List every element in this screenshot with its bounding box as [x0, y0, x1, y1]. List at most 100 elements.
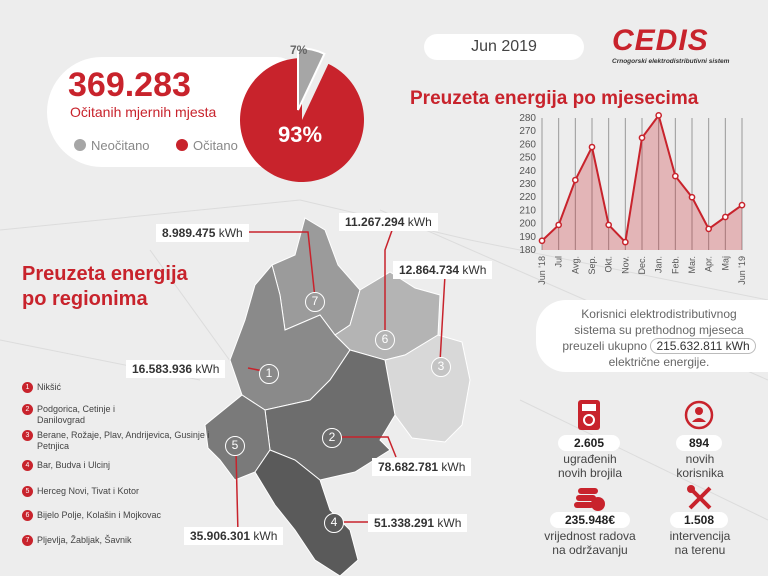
legend-item-3: 3 Berane, Rožaje, Plav, Andrijevica, Gusi…	[22, 430, 212, 452]
regions-title: Preuzeta energija po regionima	[22, 262, 188, 312]
legend-text-6: Bijelo Polje, Kolašin i Mojkovac	[37, 510, 162, 520]
y-tick-label: 250	[519, 153, 536, 164]
stat-users-value: 894	[676, 435, 722, 451]
legend-num-6: 6	[22, 510, 33, 521]
data-point	[605, 221, 613, 229]
region-1-unit: kWh	[195, 362, 220, 376]
region-bubble-2: 2	[322, 428, 342, 448]
region-2-number: 78.682.781	[378, 460, 439, 474]
x-tick-label: Dec.	[637, 256, 647, 275]
region-6-number: 11.267.294	[345, 215, 405, 229]
cedis-logo-tagline: Crnogorski elektrodistributivni sistem	[612, 58, 730, 65]
region-2-value: 78.682.781 kWh	[372, 458, 472, 476]
y-tick-label: 180	[519, 245, 536, 256]
readings-label: Očitanih mjernih mjesta	[70, 104, 217, 120]
legend-unread: Neočitano	[74, 138, 150, 153]
summary-line4: električne energije.	[608, 355, 710, 369]
region-7-value: 8.989.475 kWh	[156, 224, 249, 242]
data-point	[555, 221, 563, 229]
legend-text-5: Herceg Novi, Tivat i Kotor	[37, 486, 140, 496]
x-tick-label: Okt.	[604, 256, 614, 273]
region-7-number: 8.989.475	[162, 226, 216, 240]
region-bubble-3: 3	[431, 357, 451, 377]
region-5-value: 35.906.301 kWh	[184, 527, 284, 545]
region-6-unit: kWh	[407, 215, 432, 229]
monthly-chart-title: Preuzeta energija po mjesecima	[410, 88, 699, 109]
readings-total: 369.283	[68, 66, 191, 104]
x-tick-label: Jul	[554, 256, 564, 268]
data-point	[688, 193, 696, 201]
stat-meters-value: 2.605	[558, 435, 620, 451]
summary-line3-pre: preuzeli ukupno	[562, 339, 648, 353]
legend-text-2: Podgorica, Cetinje i Danilovgrad	[37, 404, 116, 425]
y-tick-label: 280	[519, 113, 536, 124]
region-bubble-4: 4	[324, 513, 344, 533]
stat-maintenance-label1: vrijednost radova	[544, 529, 636, 543]
legend-text-3: Berane, Rožaje, Plav, Andrijevica, Gusin…	[37, 430, 210, 451]
regions-title-line2: po regionima	[22, 288, 148, 310]
legend-num-1: 1	[22, 382, 33, 393]
data-point	[571, 176, 579, 184]
region-bubble-5: 5	[225, 436, 245, 456]
legend-num-4: 4	[22, 460, 33, 471]
period-pill: Jun 2019	[424, 34, 584, 60]
pie-slice-read	[239, 58, 364, 182]
legend-unread-label: Neočitano	[91, 138, 150, 153]
region-bubble-6: 6	[375, 330, 395, 350]
legend-item-2: 2 Podgorica, Cetinje i Danilovgrad	[22, 404, 137, 426]
summary-line2: sistema su prethodnog mjeseca	[574, 323, 744, 337]
region-4-number: 51.338.291	[374, 516, 435, 530]
region-4-value: 51.338.291 kWh	[368, 514, 468, 532]
region-7-unit: kWh	[218, 226, 243, 240]
stat-maintenance-label: vrijednost radova na održavanju	[530, 529, 650, 557]
stat-maintenance-value: 235.948€	[550, 512, 630, 528]
legend-item-5: 5 Herceg Novi, Tivat i Kotor	[22, 486, 227, 497]
y-tick-label: 200	[519, 219, 536, 230]
y-tick-label: 260	[519, 139, 536, 150]
stat-meters-label1: ugrađenih	[563, 452, 617, 466]
x-tick-label: Apr.	[704, 256, 714, 272]
cedis-logo-text: CEDIS	[612, 24, 709, 57]
region-1-value: 16.583.936 kWh	[126, 360, 226, 378]
regions-title-line1: Preuzeta energija	[22, 263, 188, 285]
summary-line3: preuzeli ukupno 215.632.811 kWh	[554, 338, 764, 354]
region-4-unit: kWh	[437, 516, 462, 530]
summary-amount: 215.632.811 kWh	[650, 338, 756, 354]
pie-read-label: 93%	[278, 122, 322, 147]
stat-users-label1: novih	[685, 452, 715, 466]
x-tick-label: Maj	[720, 256, 730, 271]
y-tick-label: 190	[519, 232, 536, 243]
data-point	[738, 201, 746, 209]
stat-interventions-label2: na terenu	[674, 543, 726, 557]
stat-interventions-label: intervencija na terenu	[650, 529, 750, 557]
legend-item-1: 1 Nikšić	[22, 382, 227, 393]
legend-read: Očitano	[176, 138, 238, 153]
region-bubble-7: 7	[305, 292, 325, 312]
data-point	[655, 112, 663, 119]
legend-text-4: Bar, Budva i Ulcinj	[37, 460, 111, 470]
x-tick-label: Jun '18	[537, 256, 547, 285]
region-5-number: 35.906.301	[190, 529, 251, 543]
legend-item-6: 6 Bijelo Polje, Kolašin i Mojkovac	[22, 510, 227, 521]
y-tick-label: 210	[519, 205, 536, 216]
montenegro-region-map	[204, 217, 471, 576]
x-tick-label: Nov.	[620, 256, 630, 274]
region-bubble-1: 1	[259, 364, 279, 384]
legend-item-7: 7 Pljevlja, Žabljak, Šavnik	[22, 535, 227, 546]
x-tick-label: Jun '19	[737, 256, 747, 285]
region-6-value: 11.267.294 kWh	[339, 213, 438, 231]
stat-users-label: novih korisnika	[650, 452, 750, 480]
data-point	[721, 213, 729, 221]
pie-unread-label: 7%	[290, 43, 308, 57]
summary-card	[536, 300, 768, 372]
stat-meters-label: ugrađenih novih brojila	[540, 452, 640, 480]
legend-num-2: 2	[22, 404, 33, 415]
legend-text-7: Pljevlja, Žabljak, Šavnik	[37, 535, 132, 545]
data-point	[671, 172, 679, 180]
coins-icon	[574, 488, 605, 511]
y-tick-label: 230	[519, 179, 536, 190]
legend-unread-dot	[74, 139, 86, 151]
stat-users-label2: korisnika	[676, 466, 724, 480]
data-point	[588, 143, 596, 151]
user-icon	[684, 400, 714, 430]
